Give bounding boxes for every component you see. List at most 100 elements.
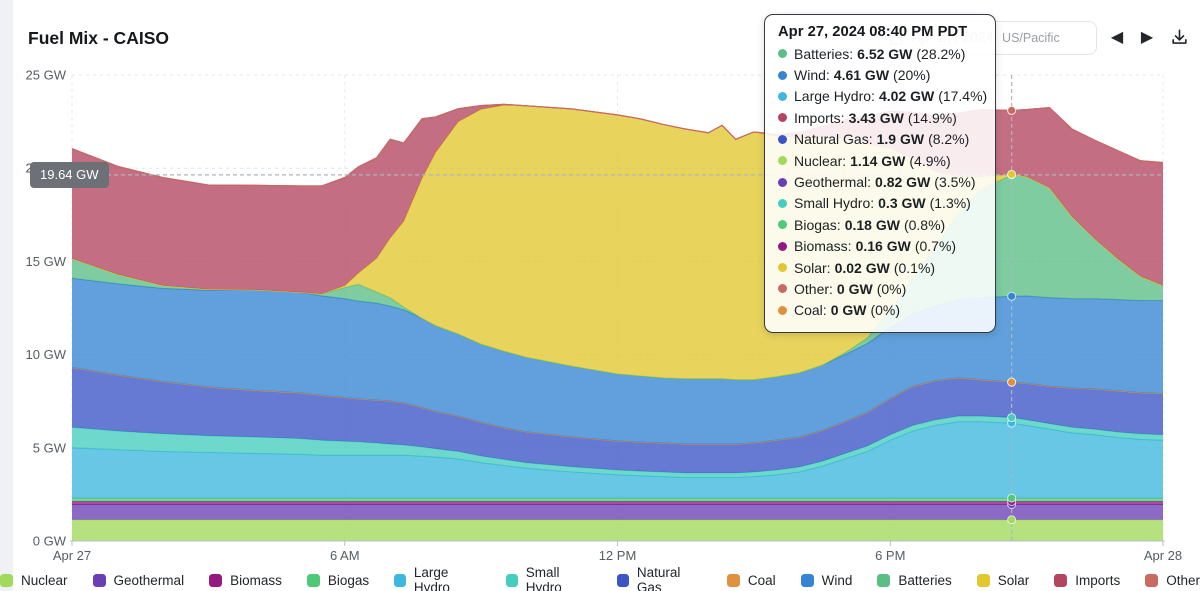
- legend-item[interactable]: Natural Gas: [617, 565, 702, 591]
- legend-item[interactable]: Geothermal: [92, 572, 185, 588]
- tooltip-row: Other: 0 GW (0%): [778, 278, 982, 299]
- tooltip-series-value: 4.61 GW: [833, 67, 890, 84]
- chart-tooltip: Apr 27, 2024 08:40 PM PDT Batteries: 6.5…: [764, 14, 996, 334]
- y-tick-label: 15 GW: [26, 254, 67, 269]
- legend-color-swatch: [877, 573, 891, 587]
- crosshair-dot-biogas: [1007, 493, 1017, 503]
- tooltip-row: Large Hydro: 4.02 GW (17.4%): [778, 86, 987, 107]
- crosshair-dot-wind: [1007, 291, 1017, 301]
- tooltip-series-pct: (28.2%): [916, 45, 966, 62]
- legend-color-swatch: [394, 573, 406, 587]
- tooltip-series-value: 4.02 GW: [878, 88, 935, 105]
- legend-item[interactable]: Imports: [1054, 573, 1120, 588]
- legend-color-swatch: [976, 573, 990, 587]
- legend-item[interactable]: Small Hydro: [505, 565, 592, 591]
- tooltip-series-value: 0.18 GW: [844, 216, 900, 233]
- tooltip-row: Biomass: 0.16 GW (0.7%): [778, 236, 982, 257]
- series-color-dot: [778, 305, 787, 315]
- legend-item[interactable]: Biomass: [209, 573, 282, 588]
- series-color-dot: [778, 198, 787, 208]
- legend-color-swatch: [1145, 573, 1159, 587]
- page-background-strip: [0, 0, 13, 591]
- crosshair-dot-nuclear: [1007, 515, 1017, 525]
- legend-item[interactable]: Biogas: [306, 572, 370, 588]
- tooltip-series-value: 0.3 GW: [878, 195, 926, 212]
- tooltip-row: Coal: 0 GW (0%): [778, 300, 982, 321]
- tooltip-series-label: Nuclear:: [794, 152, 847, 169]
- chart-legend: Nuclear Geothermal Biomass Biogas Large …: [0, 565, 1200, 591]
- y-axis-hover-badge: 19.64 GW: [30, 162, 109, 188]
- tooltip-series-pct: (20%): [893, 67, 931, 84]
- area-small-hydro: [72, 416, 1163, 478]
- download-button[interactable]: [1166, 26, 1192, 52]
- timezone-label[interactable]: US/Pacific: [1002, 31, 1060, 45]
- tooltip-series-label: Coal:: [794, 302, 827, 319]
- tooltip-series-value: 1.9 GW: [876, 131, 925, 148]
- series-color-dot: [778, 49, 787, 59]
- tooltip-row: Small Hydro: 0.3 GW (1.3%): [778, 193, 982, 214]
- tooltip-series-value: 3.43 GW: [848, 109, 904, 126]
- legend-item[interactable]: Other: [1145, 573, 1200, 588]
- tooltip-series-value: 6.52 GW: [857, 45, 913, 62]
- legend-item-label: Large Hydro: [413, 565, 450, 591]
- legend-color-swatch: [505, 573, 518, 587]
- tooltip-rows: Batteries: 6.52 GW (28.2%) Wind: 4.61 GW…: [778, 43, 987, 321]
- tooltip-series-pct: (0.8%): [903, 216, 946, 233]
- x-tick-label: 6 AM: [330, 548, 360, 563]
- series-color-dot: [778, 156, 787, 166]
- legend-item-label: Coal: [747, 572, 776, 588]
- tooltip-series-label: Wind:: [794, 67, 830, 84]
- area-edge-other: [71, 103, 1164, 187]
- legend-item-label: Biogas: [327, 572, 370, 588]
- crosshair-dot-solar: [1007, 169, 1017, 179]
- legend-item-label: Geothermal: [113, 572, 185, 588]
- tooltip-row: Solar: 0.02 GW (0.1%): [778, 257, 982, 278]
- crosshair-dot-small-hydro: [1007, 413, 1017, 423]
- area-nuclear: [72, 519, 1163, 541]
- legend-item[interactable]: Nuclear: [0, 573, 68, 588]
- legend-color-swatch: [306, 573, 320, 587]
- tooltip-series-value: 0 GW: [836, 280, 873, 297]
- tooltip-series-label: Geothermal:: [794, 174, 872, 191]
- legend-item-label: Batteries: [898, 572, 952, 588]
- y-tick-label: 25 GW: [26, 68, 67, 83]
- legend-color-swatch: [209, 573, 223, 587]
- legend-item[interactable]: Solar: [976, 573, 1029, 588]
- next-day-button[interactable]: ▶: [1134, 24, 1160, 52]
- legend-color-swatch: [0, 573, 13, 587]
- x-tick-label: Apr 27: [53, 548, 91, 563]
- legend-item-label: Other: [1166, 572, 1200, 588]
- tooltip-row: Biogas: 0.18 GW (0.8%): [778, 214, 982, 235]
- tooltip-row: Nuclear: 1.14 GW (4.9%): [778, 150, 982, 171]
- tooltip-series-label: Small Hydro:: [794, 195, 875, 212]
- legend-item[interactable]: Coal: [726, 572, 776, 588]
- tooltip-row: Wind: 4.61 GW (20%): [778, 64, 982, 85]
- y-tick-label: 0 GW: [33, 534, 67, 549]
- area-biogas: [72, 498, 1163, 502]
- tooltip-series-label: Solar:: [794, 259, 831, 276]
- legend-color-swatch: [1054, 573, 1068, 587]
- y-tick-label: 5 GW: [33, 440, 67, 455]
- legend-item[interactable]: Wind: [800, 572, 853, 588]
- series-color-dot: [778, 177, 787, 187]
- legend-item[interactable]: Batteries: [877, 572, 952, 588]
- tooltip-series-pct: (0%): [870, 302, 901, 319]
- prev-day-button[interactable]: ◀: [1104, 24, 1130, 52]
- x-tick-label: 6 PM: [875, 548, 905, 563]
- tooltip-title: Apr 27, 2024 08:40 PM PDT: [778, 24, 968, 40]
- x-tick-label: 12 PM: [599, 548, 637, 563]
- tooltip-series-pct: (0.7%): [914, 238, 957, 255]
- tooltip-row: Imports: 3.43 GW (14.9%): [778, 107, 982, 128]
- tooltip-row: Geothermal: 0.82 GW (3.5%): [778, 171, 982, 192]
- legend-color-swatch: [726, 573, 740, 587]
- legend-item-label: Wind: [821, 572, 853, 588]
- legend-item[interactable]: Large Hydro: [394, 565, 481, 591]
- tooltip-row: Natural Gas: 1.9 GW (8.2%): [778, 129, 982, 150]
- legend-item-label: Biomass: [230, 572, 282, 588]
- crosshair-dot-coal: [1007, 377, 1017, 387]
- crosshair-dot-other: [1007, 105, 1017, 115]
- area-wind: [72, 278, 1163, 445]
- series-color-dot: [778, 91, 787, 101]
